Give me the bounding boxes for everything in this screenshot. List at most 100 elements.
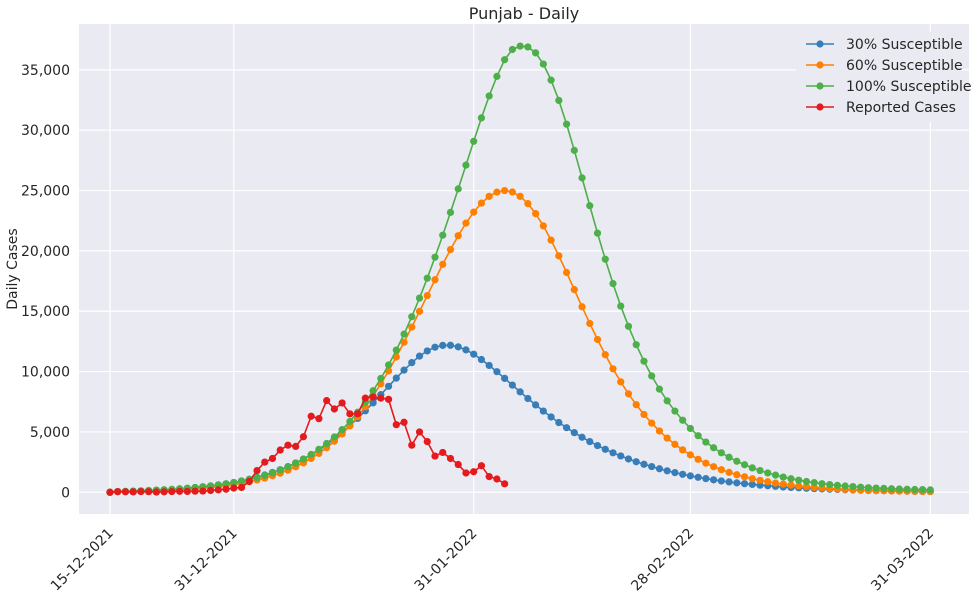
y-tick-label: 0 — [61, 485, 70, 501]
data-point — [663, 397, 671, 405]
data-point — [586, 319, 594, 328]
data-point — [369, 387, 377, 395]
data-point — [485, 361, 493, 370]
x-tick-label: 31-01-2022 — [412, 526, 481, 591]
data-point — [299, 455, 308, 463]
data-point — [725, 468, 733, 476]
data-point — [261, 458, 269, 466]
data-point — [369, 393, 377, 401]
data-point — [477, 199, 486, 207]
data-point — [253, 466, 261, 475]
data-point — [593, 441, 602, 450]
data-point — [439, 341, 447, 349]
data-point — [268, 469, 277, 477]
data-point — [423, 437, 431, 446]
data-point — [601, 255, 609, 263]
data-point — [624, 455, 633, 463]
data-point — [617, 302, 625, 310]
data-point — [214, 486, 222, 494]
data-point — [826, 480, 834, 489]
data-point — [710, 476, 718, 484]
data-point — [446, 208, 455, 216]
data-point — [415, 428, 424, 436]
legend-label: Reported Cases — [846, 100, 956, 116]
data-point — [276, 466, 284, 474]
data-point — [462, 161, 470, 169]
series-layer — [106, 42, 934, 496]
data-point — [748, 464, 756, 472]
data-point — [168, 487, 176, 496]
data-point — [470, 350, 478, 358]
data-point — [307, 412, 315, 420]
data-point — [632, 458, 640, 466]
data-point — [562, 268, 571, 277]
data-point — [771, 479, 780, 487]
data-point — [431, 452, 439, 460]
chart-title: Punjab - Daily — [469, 4, 579, 23]
legend-label: 100% Susceptible — [846, 79, 972, 95]
data-point — [307, 450, 315, 459]
y-tick-label: 10,000 — [21, 365, 70, 381]
legend-label: 30% Susceptible — [846, 37, 963, 53]
data-point — [384, 395, 393, 403]
data-point — [292, 442, 300, 451]
y-tick-label: 35,000 — [21, 63, 70, 79]
data-point — [214, 481, 222, 489]
data-point — [702, 475, 710, 483]
data-point — [694, 455, 702, 463]
data-point — [748, 480, 756, 489]
y-tick-label: 15,000 — [21, 304, 70, 320]
legend: 30% Susceptible 60% Susceptible 100% Susce… — [796, 32, 972, 122]
data-point — [601, 351, 609, 359]
data-point — [802, 477, 811, 486]
data-point — [578, 303, 586, 311]
data-point — [361, 394, 369, 402]
data-point — [346, 417, 354, 426]
data-point — [740, 461, 749, 469]
data-point — [648, 462, 656, 471]
data-point — [679, 470, 687, 478]
data-point — [323, 439, 331, 448]
data-point — [810, 479, 818, 487]
data-point — [446, 454, 455, 463]
data-point — [400, 418, 408, 426]
data-point — [586, 437, 594, 446]
data-point — [710, 463, 718, 471]
data-point — [725, 453, 733, 461]
data-point — [764, 469, 772, 477]
data-point — [315, 415, 323, 423]
data-point — [694, 432, 702, 440]
data-point — [663, 434, 671, 442]
legend-label: 60% Susceptible — [846, 58, 963, 74]
data-point — [640, 410, 648, 419]
series-line-reported-cases — [109, 396, 506, 494]
data-point — [787, 481, 795, 489]
data-point — [501, 374, 509, 382]
data-point — [470, 137, 478, 145]
data-point — [299, 433, 308, 441]
data-point — [555, 96, 563, 104]
data-point — [740, 480, 749, 488]
data-point — [315, 445, 323, 453]
data-point — [230, 484, 238, 492]
data-point — [423, 274, 431, 282]
data-point — [121, 488, 130, 496]
data-point — [501, 480, 509, 488]
data-point — [547, 236, 555, 244]
data-point — [400, 330, 408, 338]
data-point — [415, 294, 424, 302]
data-point — [671, 469, 679, 477]
legend-swatch-marker — [816, 61, 824, 69]
data-point — [384, 382, 393, 390]
data-point — [663, 467, 671, 475]
data-point — [562, 120, 571, 128]
data-point — [547, 413, 555, 421]
data-point — [880, 484, 888, 493]
data-point — [330, 405, 338, 413]
data-point — [493, 188, 501, 196]
x-axis-ticks: 15-12-2021 31-12-2021 31-01-2022 28-02-2022… — [48, 526, 937, 591]
data-point — [384, 361, 393, 369]
data-point — [446, 341, 455, 349]
data-point — [532, 49, 540, 57]
